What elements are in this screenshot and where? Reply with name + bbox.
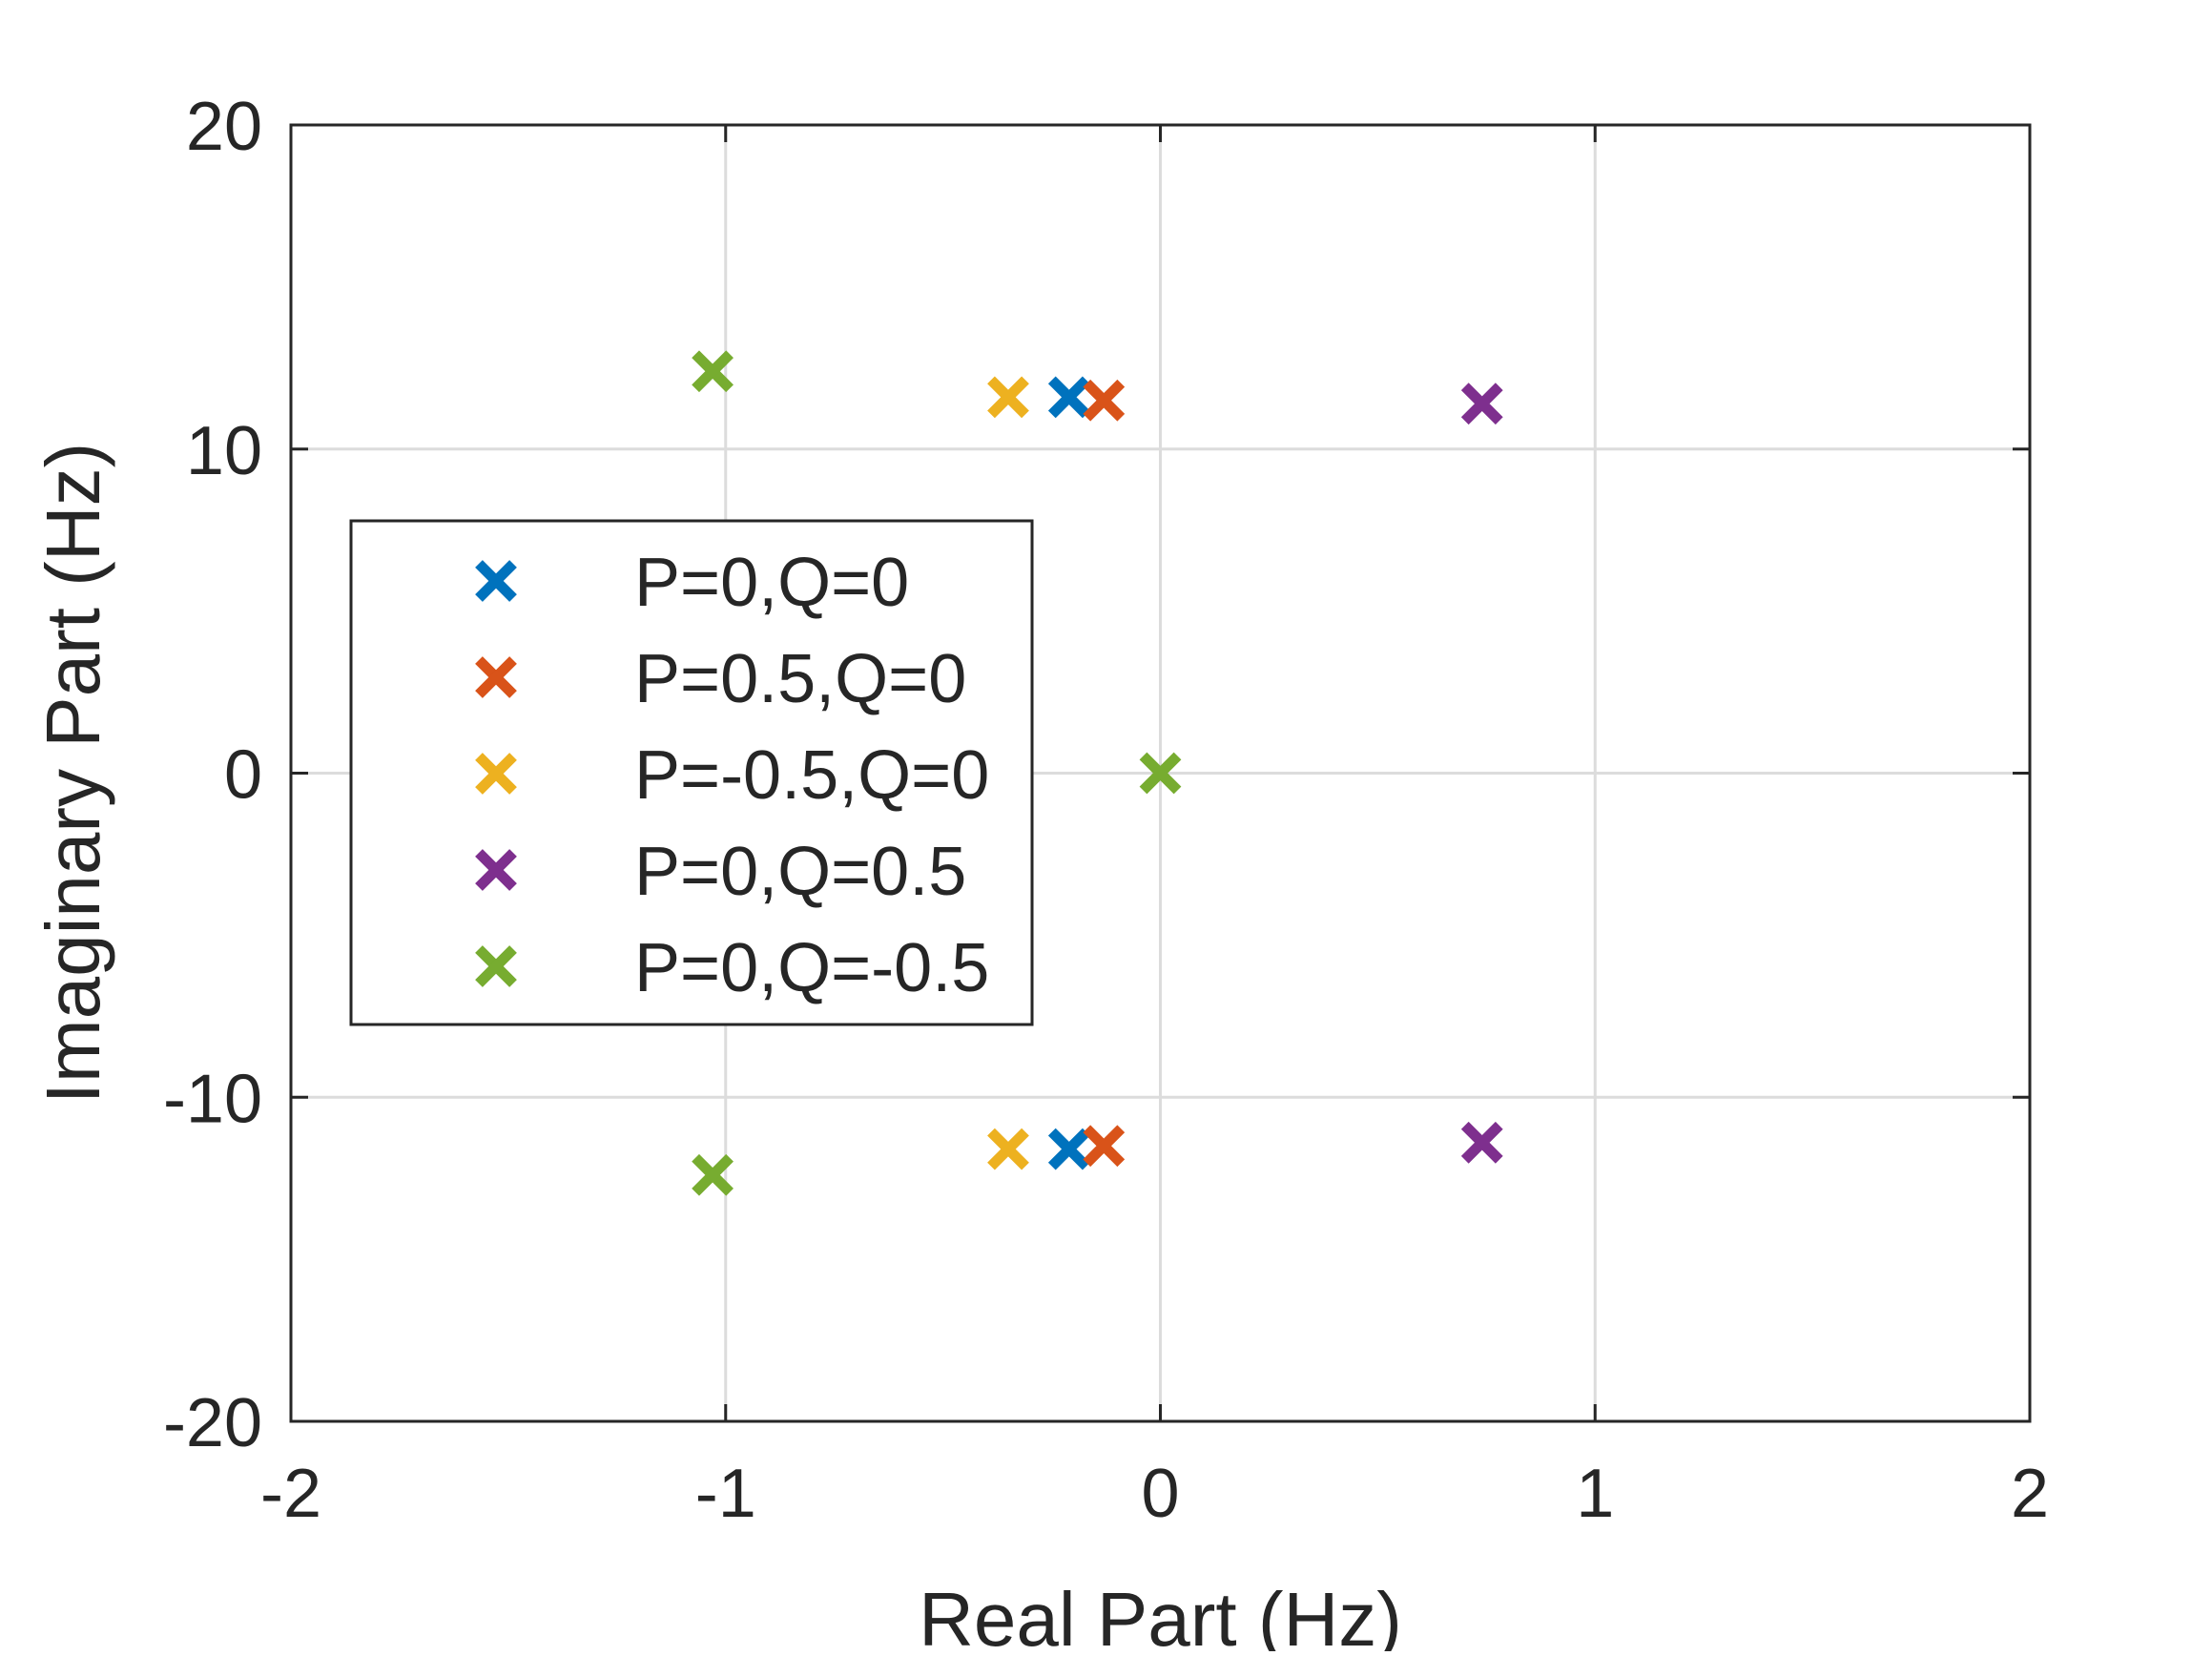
x-marker-stroke (475, 656, 517, 698)
legend-marker-icon (475, 849, 517, 891)
data-point (1047, 376, 1090, 419)
x-tick-label: -2 (260, 1456, 321, 1532)
x-marker-stroke (1139, 752, 1182, 795)
x-tick-label: 2 (2011, 1456, 2049, 1532)
x-marker-stroke (475, 945, 517, 987)
x-tick-label: 1 (1576, 1456, 1614, 1532)
x-marker-stroke (692, 350, 734, 393)
x-marker-stroke (692, 1153, 734, 1196)
x-marker-stroke (1047, 376, 1090, 419)
x-marker-stroke (475, 753, 517, 795)
legend-marker-icon (475, 560, 517, 602)
legend-label: P=0,Q=0.5 (634, 834, 966, 910)
legend-label: P=0,Q=-0.5 (634, 930, 989, 1006)
x-marker-stroke (1047, 1128, 1090, 1170)
data-point (692, 350, 734, 393)
y-tick-label: 0 (224, 737, 262, 814)
data-point (1460, 1121, 1503, 1164)
data-point (987, 1128, 1029, 1170)
x-marker-stroke (987, 1128, 1029, 1170)
legend: P=0,Q=0 P=0.5,Q=0 P=-0.5,Q=0 P=0,Q=0.5 P=0,Q… (349, 519, 1034, 1026)
x-axis-label: Real Part (Hz) (919, 1577, 1402, 1651)
legend-box (349, 519, 1034, 1026)
data-point (1083, 379, 1126, 422)
y-axis-label: Imaginary Part (Hz) (31, 443, 115, 1104)
data-point (1460, 383, 1503, 425)
x-marker-stroke (987, 376, 1029, 419)
x-marker-stroke (475, 560, 517, 602)
y-tick-label: -10 (163, 1061, 262, 1137)
x-marker-stroke (1460, 383, 1503, 425)
legend-marker-icon (475, 945, 517, 987)
x-marker-stroke (475, 849, 517, 891)
x-tick-label: -1 (695, 1456, 756, 1532)
x-tick-label: 0 (1141, 1456, 1179, 1532)
data-points (692, 350, 1503, 1196)
y-tick-label: 10 (186, 413, 262, 489)
legend-label: P=0.5,Q=0 (634, 641, 966, 717)
data-point (1083, 1125, 1126, 1168)
data-point (692, 1153, 734, 1196)
legend-marker-icon (475, 753, 517, 795)
data-point (1139, 752, 1182, 795)
x-marker-stroke (1460, 1121, 1503, 1164)
x-marker-stroke (1083, 1125, 1126, 1168)
y-tick-label: 20 (186, 89, 262, 165)
x-marker-stroke (1083, 379, 1126, 422)
legend-label: P=-0.5,Q=0 (634, 737, 989, 814)
y-tick-label: -20 (163, 1385, 262, 1461)
legend-label: P=0,Q=0 (634, 545, 909, 621)
data-point (987, 376, 1029, 419)
legend-marker-icon (475, 656, 517, 698)
data-point (1047, 1128, 1090, 1170)
